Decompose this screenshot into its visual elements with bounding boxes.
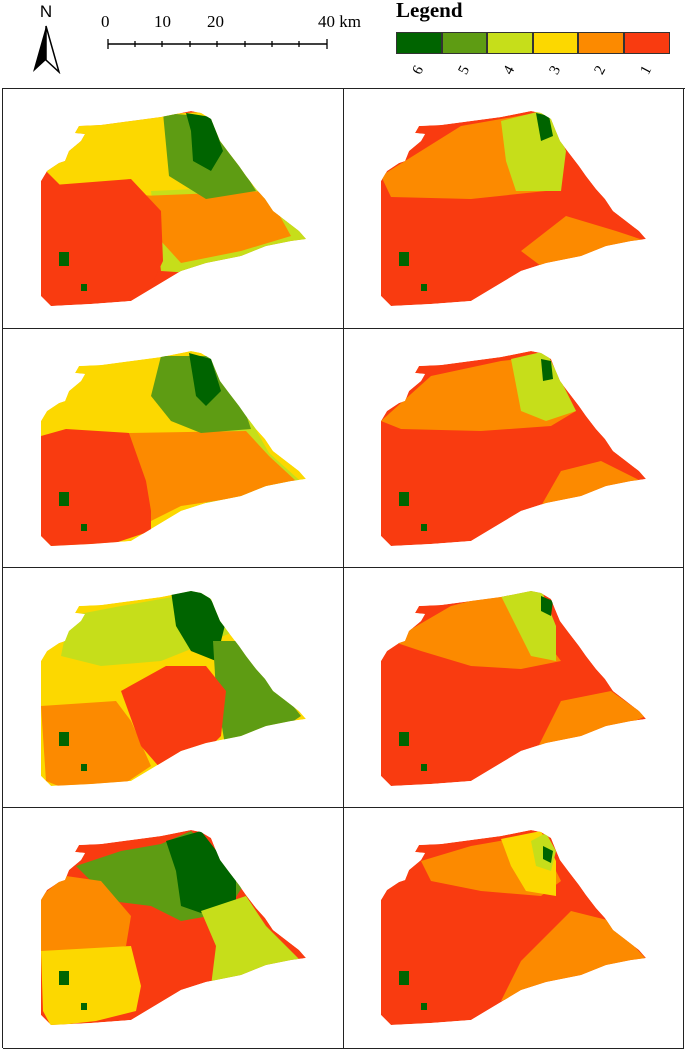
region-class-6 [543, 846, 553, 863]
classified-map [381, 111, 646, 306]
region-class-6 [421, 1003, 427, 1010]
legend-swatch-5 [441, 32, 488, 54]
region-class-1 [121, 666, 226, 769]
region-class-6 [399, 252, 409, 266]
scale-end-label: 40 km [318, 12, 361, 31]
region-class-5 [213, 641, 301, 751]
north-arrow: N [28, 2, 64, 75]
legend-swatch-1 [623, 32, 670, 54]
region-class-6 [59, 492, 69, 506]
region-class-2 [521, 216, 646, 266]
map-grid [2, 88, 685, 1049]
map-panel-3 [3, 329, 344, 568]
region-class-1 [41, 429, 151, 546]
region-class-6 [81, 524, 87, 531]
region-class-2 [41, 701, 151, 786]
region-class-6 [536, 113, 553, 141]
region-class-2 [129, 431, 296, 521]
region-class-6 [186, 113, 223, 171]
map-panel-4 [344, 329, 684, 568]
map-panel-1 [3, 89, 344, 329]
legend-swatch-2 [578, 32, 624, 54]
region-class-6 [81, 284, 87, 291]
region-class-3 [41, 946, 141, 1025]
region-class-6 [421, 764, 427, 771]
classified-map [41, 351, 306, 546]
region-class-6 [399, 971, 409, 985]
region-class-6 [421, 524, 427, 531]
region-class-6 [59, 252, 69, 266]
classified-map [41, 830, 306, 1025]
map-panel-6 [344, 568, 684, 808]
north-arrow-icon [33, 25, 61, 75]
map-panel-5 [3, 568, 344, 808]
scale-bar-graphic [107, 39, 328, 49]
region-class-6 [421, 284, 427, 291]
region-class-1 [41, 179, 163, 306]
legend-swatch-4 [487, 32, 533, 54]
map-panel-8 [344, 808, 684, 1049]
classified-map [41, 591, 306, 786]
legend-swatch-3 [532, 32, 579, 54]
region-class-6 [541, 359, 553, 381]
region-class-2 [41, 876, 131, 956]
region-class-6 [81, 764, 87, 771]
region-class-2 [501, 911, 646, 1001]
classified-map [381, 591, 646, 786]
region-class-2 [541, 461, 641, 506]
scale-tick-label: 20 [207, 12, 224, 31]
region-class-6 [59, 732, 69, 746]
scale-bar: 0 10 20 40 km [98, 12, 378, 52]
map-panel-7 [3, 808, 344, 1049]
north-label: N [39, 2, 53, 21]
region-class-6 [541, 596, 553, 616]
region-class-6 [59, 971, 69, 985]
classified-map [381, 351, 646, 546]
legend-swatches [396, 32, 670, 54]
legend-title: Legend [396, 0, 463, 22]
region-class-6 [81, 1003, 87, 1010]
classified-map [41, 111, 306, 306]
region-class-4 [201, 896, 306, 986]
map-panel-2 [344, 89, 684, 329]
scale-tick-label: 10 [154, 12, 171, 31]
classified-map [381, 830, 646, 1025]
region-class-6 [171, 591, 226, 661]
region-class-6 [399, 492, 409, 506]
region-class-2 [536, 691, 646, 751]
region-class-4 [511, 351, 576, 421]
legend-swatch-6 [396, 32, 442, 54]
region-class-6 [166, 831, 236, 913]
region-class-6 [399, 732, 409, 746]
region-class-2 [141, 191, 291, 263]
scale-tick-label: 0 [101, 12, 110, 31]
region-class-6 [189, 353, 221, 406]
